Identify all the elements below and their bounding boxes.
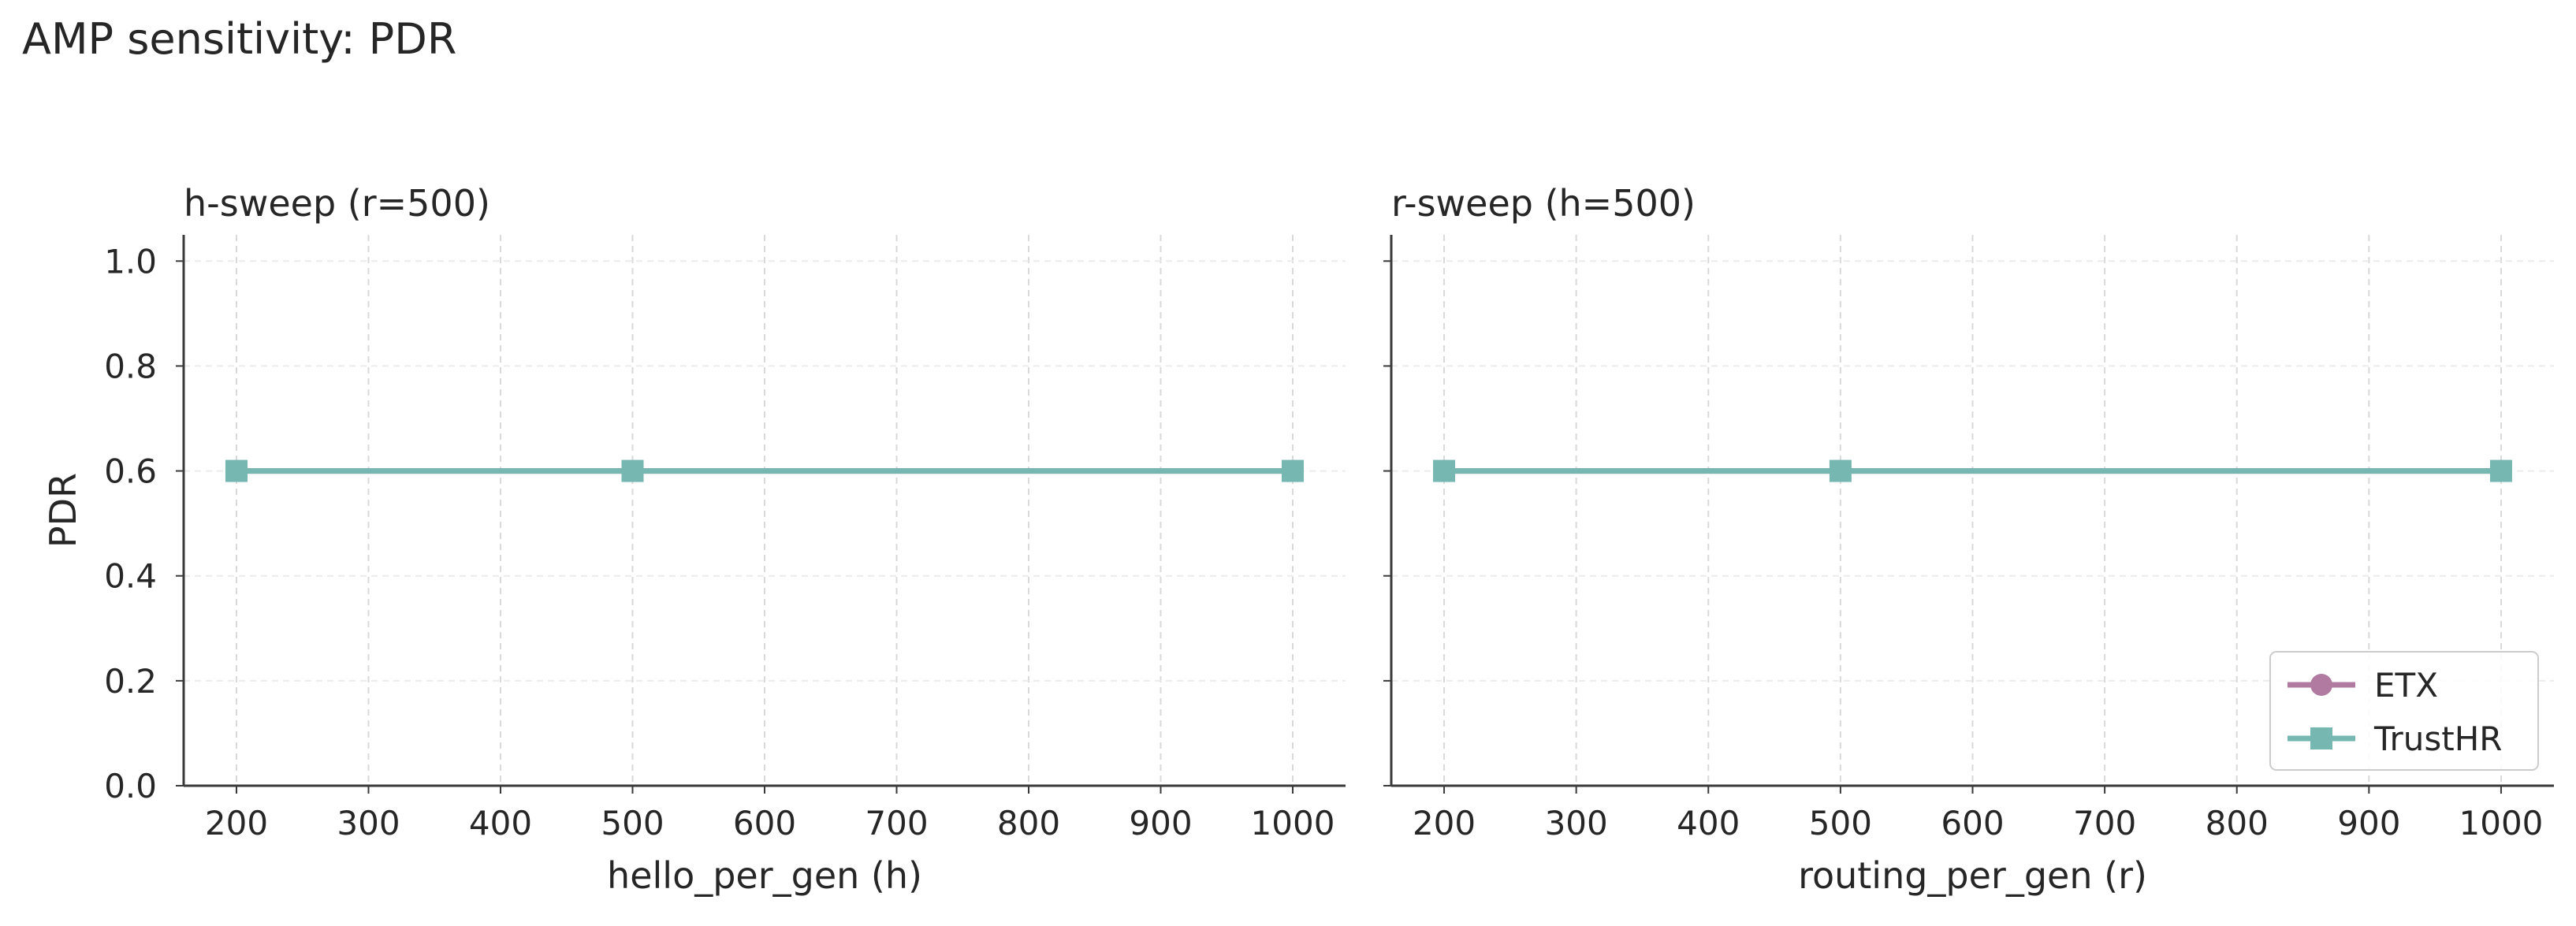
data-point-trusthr — [2489, 459, 2512, 482]
y-tick-label: 0.0 — [104, 767, 157, 805]
figure-title: AMP sensitivity: PDR — [22, 14, 457, 64]
data-point-trusthr — [1829, 459, 1852, 482]
data-point-trusthr — [225, 459, 248, 482]
x-tick-label: 200 — [205, 804, 268, 842]
y-axis-label: PDR — [42, 473, 84, 548]
x-tick-label: 800 — [2206, 804, 2269, 842]
y-tick-label: 1.0 — [104, 242, 157, 281]
y-tick-label: 0.4 — [104, 557, 157, 596]
x-tick-label: 800 — [997, 804, 1060, 842]
panel-h-sweep: 200 300 400 500 600 700 800 900 1000 0.0 0.2 0.4 0.6… — [42, 182, 1346, 897]
legend-marker-trusthr — [2310, 727, 2332, 749]
x-tick-label: 400 — [1677, 804, 1740, 842]
x-tick-label: 300 — [1545, 804, 1608, 842]
data-point-trusthr — [1433, 459, 1456, 482]
x-tick-label: 700 — [2073, 804, 2136, 842]
x-tick-label: 900 — [1129, 804, 1192, 842]
x-tick-label: 400 — [469, 804, 532, 842]
panel-title: h-sweep (r=500) — [184, 182, 490, 225]
legend: ETX TrustHR — [2269, 651, 2539, 771]
panel-title: r-sweep (h=500) — [1391, 182, 1696, 225]
x-tick-label: 200 — [1413, 804, 1476, 842]
y-tick-label: 0.8 — [104, 347, 157, 385]
x-tick-label: 500 — [601, 804, 664, 842]
legend-label: ETX — [2374, 666, 2438, 705]
x-tick-label: 600 — [733, 804, 796, 842]
x-tick-label: 700 — [865, 804, 928, 842]
panel-r-sweep: 200 300 400 500 600 700 800 900 1000 r-sweep (h=5… — [1383, 182, 2554, 897]
x-tick-label: 900 — [2337, 804, 2400, 842]
x-tick-label: 600 — [1941, 804, 2004, 842]
data-point-trusthr — [621, 459, 644, 482]
y-tick-label: 0.6 — [104, 452, 157, 491]
x-axis-label: hello_per_gen (h) — [607, 854, 922, 897]
x-axis-label: routing_per_gen (r) — [1798, 854, 2147, 897]
legend-marker-etx — [2310, 674, 2332, 696]
y-tick-label: 0.2 — [104, 662, 157, 701]
x-tick-label: 300 — [337, 804, 400, 842]
data-point-trusthr — [1282, 459, 1304, 482]
x-tick-label: 500 — [1809, 804, 1872, 842]
x-tick-label: 1000 — [2459, 804, 2544, 842]
x-tick-label: 1000 — [1251, 804, 1335, 842]
legend-label: TrustHR — [2373, 720, 2502, 758]
